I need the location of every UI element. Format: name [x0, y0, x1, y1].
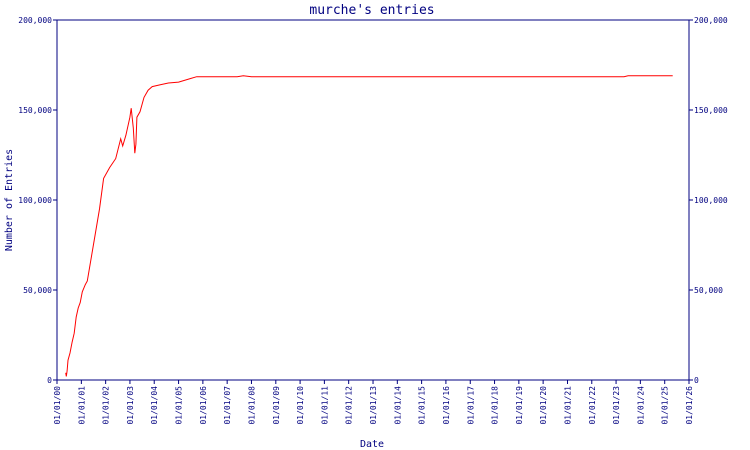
x-tick-label: 01/01/09: [272, 386, 281, 425]
x-tick-label: 01/01/11: [320, 386, 329, 425]
x-tick-label: 01/01/10: [296, 386, 305, 425]
x-tick-label: 01/01/13: [369, 386, 378, 425]
y-tick-label-left: 100,000: [18, 196, 52, 205]
y-tick-label-left: 0: [47, 376, 52, 385]
y-tick-label-left: 200,000: [18, 16, 52, 25]
x-axis-label: Date: [360, 439, 384, 450]
x-tick-label: 01/01/17: [466, 386, 475, 425]
y-tick-label-right: 200,000: [694, 16, 728, 25]
y-tick-label-right: 150,000: [694, 106, 728, 115]
x-tick-label: 01/01/26: [685, 386, 694, 425]
x-tick-label: 01/01/16: [442, 386, 451, 425]
chart-title: murche's entries: [309, 3, 434, 18]
y-tick-label-left: 150,000: [18, 106, 52, 115]
x-tick-label: 01/01/25: [661, 386, 670, 425]
x-tick-label: 01/01/14: [393, 386, 402, 425]
y-axis-left: 0 50,000 100,000 150,000 200,000: [18, 16, 57, 385]
x-tick-label: 01/01/01: [77, 386, 86, 425]
x-tick-label: 01/01/03: [126, 386, 135, 425]
x-tick-label: 01/01/05: [175, 386, 184, 425]
series-line: [65, 75, 673, 377]
x-tick-label: 01/01/19: [515, 386, 524, 425]
x-axis: 01/01/00 01/01/01 01/01/02 01/01/03 01/01/04…: [53, 380, 694, 425]
y-tick-label-right: 0: [694, 376, 699, 385]
x-tick-label: 01/01/15: [418, 386, 427, 425]
x-tick-label: 01/01/24: [636, 386, 645, 425]
x-tick-label: 01/01/02: [102, 386, 111, 425]
y-axis-label: Number of Entries: [4, 149, 15, 251]
x-tick-label: 01/01/23: [612, 386, 621, 425]
plot-frame: [56, 19, 690, 381]
x-tick-label: 01/01/22: [588, 386, 597, 425]
x-tick-label: 01/01/20: [539, 386, 548, 425]
x-tick-label: 01/01/18: [491, 386, 500, 425]
y-tick-label-right: 50,000: [694, 286, 723, 295]
x-tick-label: 01/01/21: [563, 386, 572, 425]
plot-area: [56, 19, 690, 381]
series-layer: [65, 75, 673, 377]
y-tick-label-left: 50,000: [23, 286, 52, 295]
x-tick-label: 01/01/12: [345, 386, 354, 425]
x-tick-label: 01/01/07: [223, 386, 232, 425]
x-tick-label: 01/01/06: [199, 386, 208, 425]
x-tick-label: 01/01/00: [53, 386, 62, 425]
y-axis-right: 0 50,000 100,000 150,000 200,000: [689, 16, 728, 385]
y-tick-label-right: 100,000: [694, 196, 728, 205]
x-tick-label: 01/01/04: [150, 386, 159, 425]
x-tick-label: 01/01/08: [247, 386, 256, 425]
